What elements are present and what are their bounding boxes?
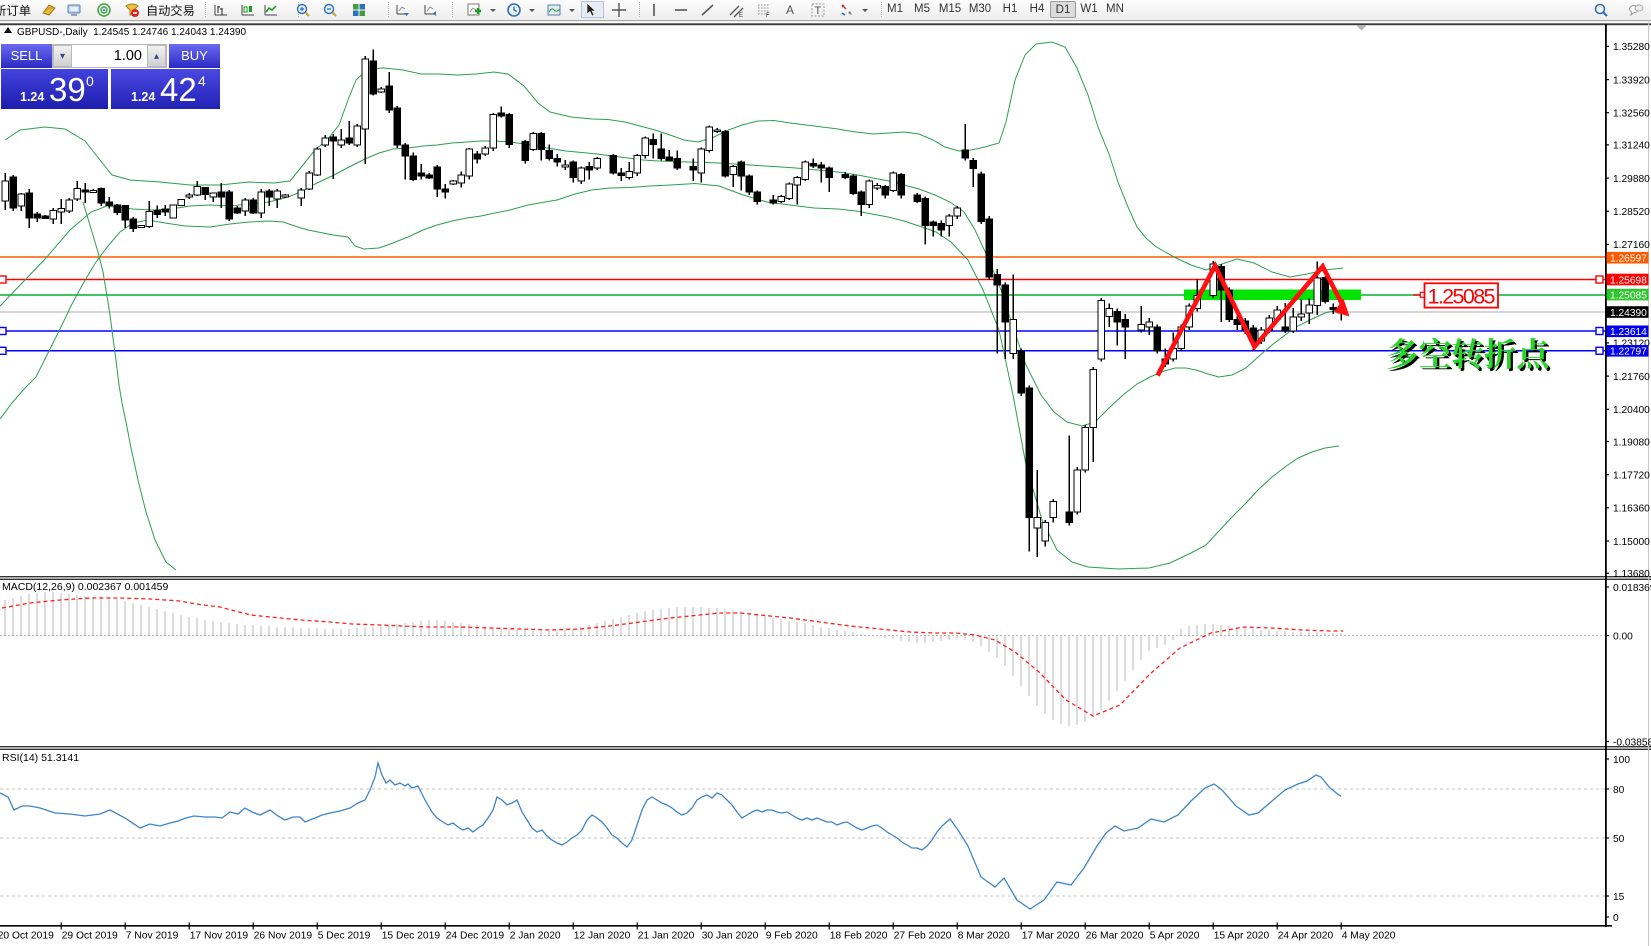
svg-text:2 Jan 2020: 2 Jan 2020 [510, 931, 561, 942]
svg-text:1.27160: 1.27160 [1613, 240, 1650, 251]
svg-text:1.20400: 1.20400 [1613, 405, 1650, 416]
svg-text:1.29880: 1.29880 [1613, 174, 1650, 185]
svg-text:1.23614: 1.23614 [1610, 327, 1647, 338]
svg-text:1.19080: 1.19080 [1613, 437, 1650, 448]
svg-text:100: 100 [1613, 755, 1630, 766]
svg-text:1.32560: 1.32560 [1613, 109, 1650, 120]
svg-text:1.35280: 1.35280 [1613, 42, 1650, 53]
svg-text:T: T [815, 5, 822, 17]
svg-text:1.15000: 1.15000 [1613, 537, 1650, 548]
svg-text:1.17720: 1.17720 [1613, 471, 1650, 482]
svg-text:1.22797: 1.22797 [1610, 347, 1647, 358]
svg-text:18 Feb 2020: 18 Feb 2020 [830, 931, 888, 942]
svg-text:1.25698: 1.25698 [1610, 275, 1647, 286]
svg-text:1.23120: 1.23120 [1613, 339, 1650, 350]
svg-text:50: 50 [1613, 834, 1625, 845]
svg-text:E: E [739, 13, 743, 18]
svg-text:-0.038585: -0.038585 [1613, 737, 1651, 748]
svg-text:1.25085: 1.25085 [1610, 290, 1647, 301]
svg-text:30 Jan 2020: 30 Jan 2020 [702, 931, 759, 942]
svg-text:20 Oct 2019: 20 Oct 2019 [0, 931, 54, 942]
svg-text:1.26597: 1.26597 [1610, 254, 1647, 265]
svg-text:1.21760: 1.21760 [1613, 372, 1650, 383]
svg-text:8 Mar 2020: 8 Mar 2020 [958, 931, 1010, 942]
svg-text:0: 0 [1613, 913, 1619, 924]
svg-text:24 Dec 2019: 24 Dec 2019 [446, 931, 505, 942]
svg-text:1.13680: 1.13680 [1613, 569, 1650, 580]
svg-text:7 Nov 2019: 7 Nov 2019 [126, 931, 179, 942]
svg-text:0.018369: 0.018369 [1613, 583, 1651, 594]
svg-text:1.33920: 1.33920 [1613, 75, 1650, 86]
svg-text:4 May 2020: 4 May 2020 [1342, 931, 1396, 942]
svg-text:17 Mar 2020: 17 Mar 2020 [1022, 931, 1080, 942]
svg-text:12 Jan 2020: 12 Jan 2020 [574, 931, 631, 942]
svg-text:5 Dec 2019: 5 Dec 2019 [318, 931, 371, 942]
svg-text:GBPUSD-,Daily 1.24545 1.24746: GBPUSD-,Daily 1.24545 1.24746 1.24043 1.… [17, 27, 246, 38]
svg-text:RSI(14) 51.3141: RSI(14) 51.3141 [2, 752, 79, 764]
svg-text:1.16360: 1.16360 [1613, 504, 1650, 515]
svg-text:5 Apr 2020: 5 Apr 2020 [1150, 931, 1200, 942]
svg-text:15 Dec 2019: 15 Dec 2019 [382, 931, 441, 942]
svg-text:15: 15 [1613, 892, 1625, 903]
svg-text:1.24390: 1.24390 [1610, 308, 1647, 319]
svg-text:9 Feb 2020: 9 Feb 2020 [766, 931, 818, 942]
svg-text:MACD(12,26,9) 0.002367 0.00145: MACD(12,26,9) 0.002367 0.001459 [2, 581, 169, 593]
svg-text:80: 80 [1613, 785, 1625, 796]
svg-text:A: A [786, 3, 794, 17]
svg-text:15 Apr 2020: 15 Apr 2020 [1214, 931, 1270, 942]
svg-text:26 Mar 2020: 26 Mar 2020 [1086, 931, 1144, 942]
svg-text:1.25085: 1.25085 [1428, 284, 1496, 308]
svg-text:26 Nov 2019: 26 Nov 2019 [254, 931, 313, 942]
svg-text:29 Oct 2019: 29 Oct 2019 [62, 931, 118, 942]
svg-text:21 Jan 2020: 21 Jan 2020 [638, 931, 695, 942]
svg-text:1.28520: 1.28520 [1613, 207, 1650, 218]
svg-text:24 Apr 2020: 24 Apr 2020 [1278, 931, 1334, 942]
svg-text:F: F [766, 13, 770, 18]
svg-text:1.31240: 1.31240 [1613, 141, 1650, 152]
svg-text:17 Nov 2019: 17 Nov 2019 [190, 931, 249, 942]
svg-text:27 Feb 2020: 27 Feb 2020 [894, 931, 952, 942]
svg-text:0.00: 0.00 [1613, 631, 1633, 642]
